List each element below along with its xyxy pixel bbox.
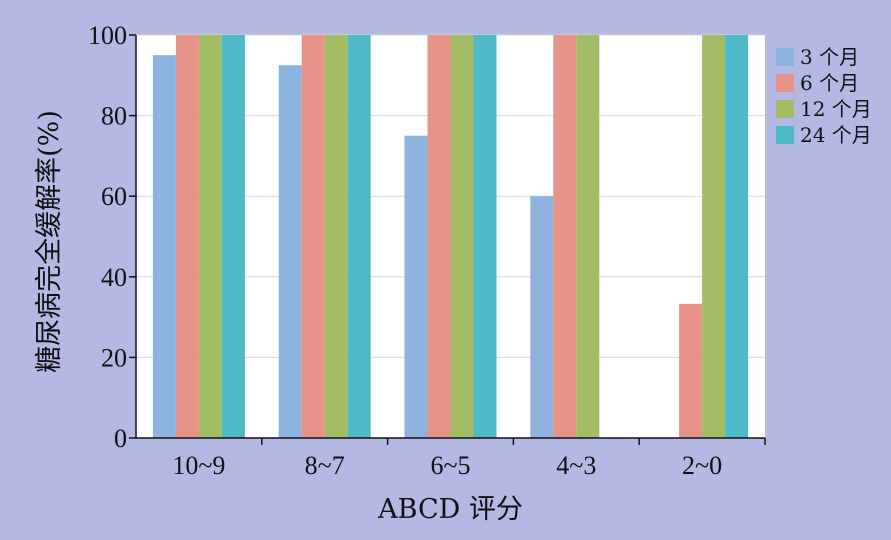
bar	[301, 35, 325, 438]
y-axis-title: 糖尿病完全缓解率(%)	[34, 110, 65, 373]
y-tick-label: 20	[101, 343, 127, 372]
bar	[324, 35, 348, 438]
x-tick-label: 8~7	[305, 451, 345, 480]
y-tick-labels: 0 20 40 60 80 100	[88, 21, 127, 453]
y-tick-label: 100	[88, 21, 127, 50]
x-tick-label: 2~0	[682, 451, 722, 480]
legend-swatch	[776, 48, 794, 66]
bar	[198, 35, 222, 438]
legend-label: 24 个月	[800, 123, 872, 147]
y-tick-label: 60	[101, 182, 127, 211]
y-tick-label: 40	[101, 263, 127, 292]
x-tick-label: 6~5	[430, 451, 470, 480]
legend-label: 3 个月	[800, 45, 859, 69]
y-tick-label: 0	[114, 424, 127, 453]
bar	[702, 35, 726, 438]
legend-label: 12 个月	[800, 97, 872, 121]
y-tick-label: 80	[101, 102, 127, 131]
bar	[530, 196, 554, 438]
bar	[450, 35, 474, 438]
x-tick-labels: 10~9 8~7 6~5 4~3 2~0	[172, 451, 722, 480]
bar	[347, 35, 371, 438]
legend-swatch	[776, 74, 794, 92]
bar	[221, 35, 245, 438]
bar	[427, 35, 451, 438]
bar	[679, 303, 703, 438]
legend-swatch	[776, 100, 794, 118]
bar	[725, 35, 749, 438]
x-tick-label: 4~3	[556, 451, 596, 480]
axes	[129, 34, 766, 445]
bar	[278, 65, 302, 438]
bar	[152, 55, 176, 439]
bars	[152, 35, 749, 439]
x-axis-title: ABCD 评分	[377, 494, 523, 525]
bar	[576, 35, 600, 438]
bar	[175, 35, 199, 438]
legend-label: 6 个月	[800, 71, 859, 95]
bar	[553, 35, 577, 438]
x-tick-label: 10~9	[172, 451, 225, 480]
bar	[473, 35, 497, 438]
legend-swatch	[776, 126, 794, 144]
bar	[404, 135, 428, 438]
